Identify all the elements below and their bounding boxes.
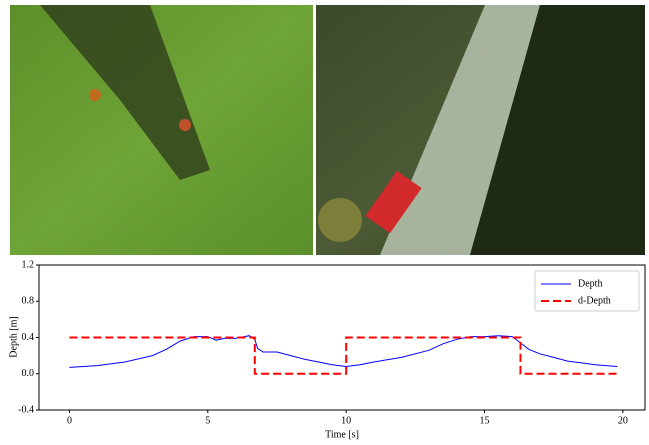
y-tick-label: -0.4 xyxy=(18,404,34,415)
y-axis-label: Depth [m] xyxy=(8,316,19,357)
legend-label: d-Depth xyxy=(578,295,611,306)
x-tick-label: 5 xyxy=(205,415,210,426)
x-tick-label: 0 xyxy=(67,415,72,426)
x-tick-label: 20 xyxy=(618,415,628,426)
legend-label: Depth xyxy=(578,278,602,289)
y-tick-label: 0.4 xyxy=(22,332,35,343)
series-line xyxy=(69,336,617,368)
photo-left xyxy=(10,5,313,255)
y-tick-label: 0.0 xyxy=(22,368,35,379)
x-tick-label: 10 xyxy=(341,415,351,426)
figure: Depth [m] Time [s] 0 5 10 15 20 -0.4 0.0 0.4 0.8… xyxy=(0,0,649,445)
x-tick-label: 15 xyxy=(480,415,490,426)
photo-right xyxy=(316,5,645,255)
y-tick-label: 1.2 xyxy=(22,259,35,270)
y-tick-label: 0.8 xyxy=(22,296,35,307)
x-axis-label: Time [s] xyxy=(325,429,359,440)
